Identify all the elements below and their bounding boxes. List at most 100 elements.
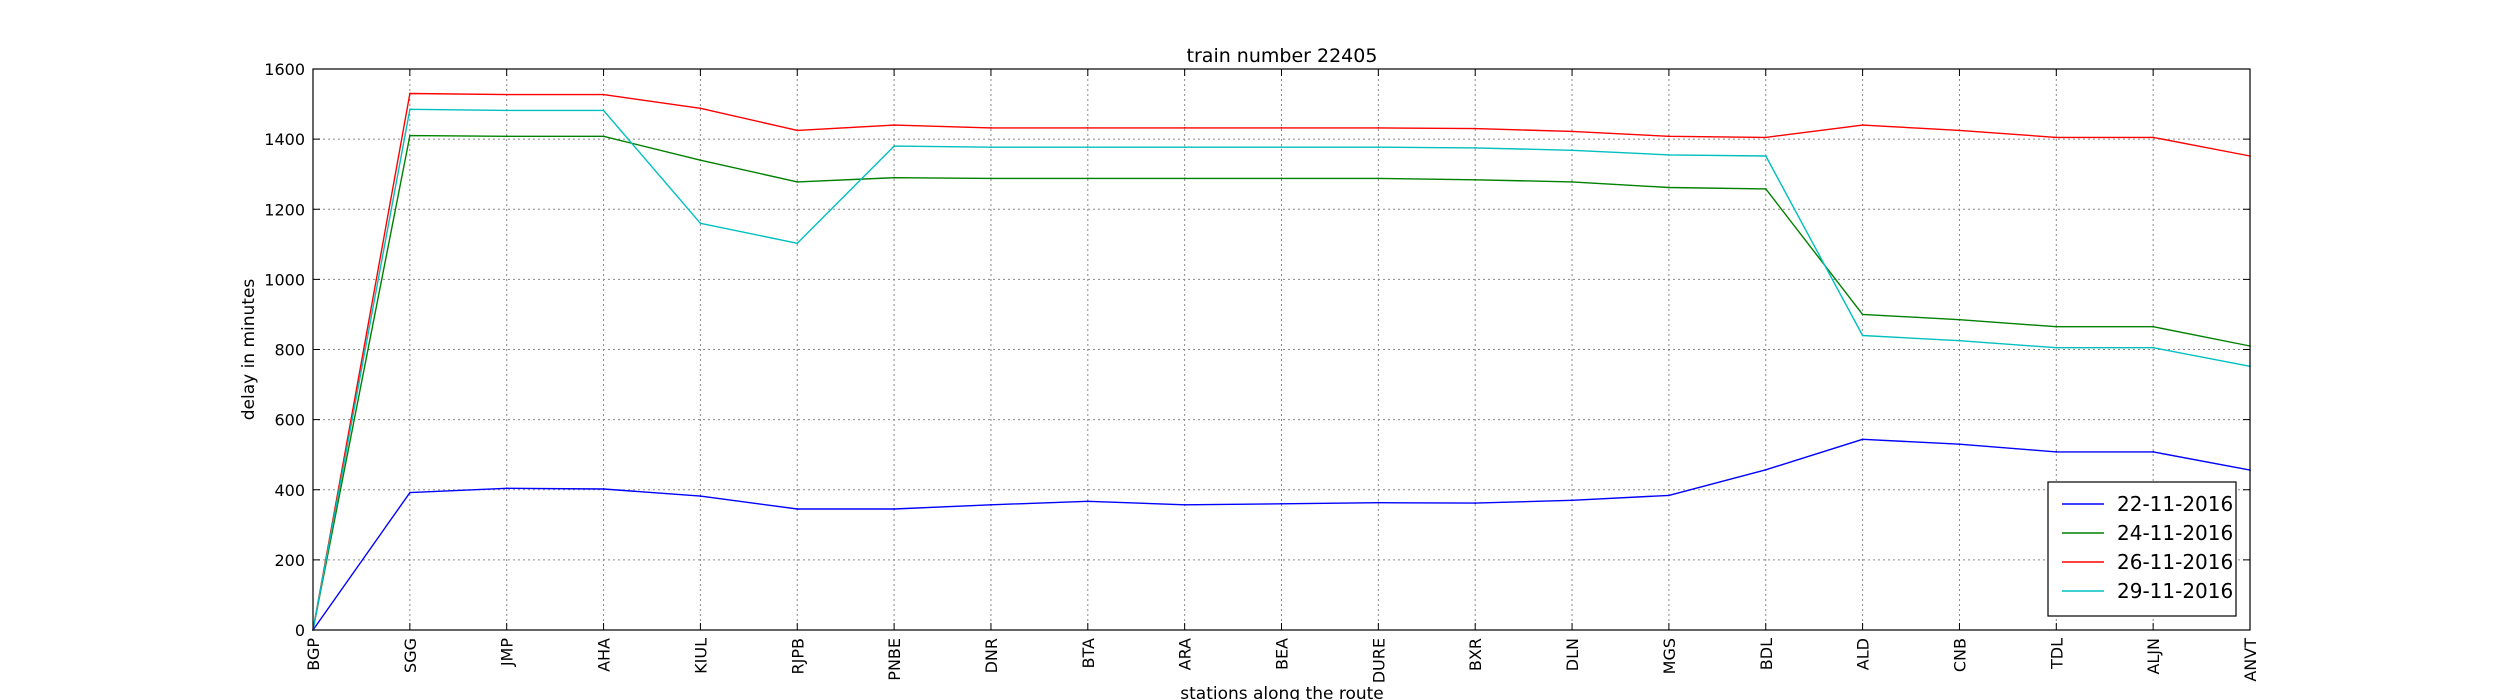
data-point (1764, 136, 1767, 139)
x-tick-label: PNBE (885, 638, 904, 681)
x-tick-label: DURE (1369, 638, 1388, 683)
x-tick-label: BGP (304, 638, 323, 671)
legend-entry: 22-11-2016 (2117, 492, 2233, 516)
data-point (1571, 130, 1573, 133)
data-point (602, 109, 605, 112)
data-point (1474, 147, 1477, 149)
data-point (1764, 188, 1767, 190)
data-point (1668, 494, 1670, 497)
data-point (1571, 181, 1573, 183)
data-point (1958, 443, 1961, 446)
data-point (2152, 346, 2155, 349)
x-tick-label: SGG (401, 638, 420, 673)
data-point (1571, 149, 1573, 152)
data-point (505, 135, 508, 138)
data-point (1861, 438, 1864, 441)
x-tick-label: JMP (498, 638, 517, 668)
data-point (1958, 129, 1961, 132)
y-tick-label: 200 (274, 551, 305, 570)
data-point (1861, 313, 1864, 316)
data-point (1280, 146, 1283, 149)
data-point (1764, 155, 1767, 157)
y-tick-label: 0 (295, 621, 305, 640)
data-point (1668, 154, 1670, 156)
data-point (990, 146, 992, 149)
y-tick-label: 600 (274, 411, 305, 430)
y-tick-label: 1200 (264, 200, 305, 219)
y-axis-label: delay in minutes (239, 279, 259, 421)
x-tick-label: BXR (1466, 638, 1485, 671)
data-point (1086, 146, 1089, 149)
data-point (2152, 325, 2155, 328)
x-tick-label: KIUL (691, 638, 710, 674)
x-tick-label: ARA (1176, 638, 1195, 670)
legend-entry: 24-11-2016 (2117, 521, 2233, 545)
data-point (796, 181, 799, 183)
x-tick-label: DLN (1563, 638, 1582, 671)
data-point (796, 508, 799, 510)
grid (313, 69, 2250, 630)
data-point (990, 177, 992, 180)
x-tick-label: TDL (2047, 638, 2066, 670)
data-point (699, 495, 702, 497)
data-point (1571, 499, 1573, 502)
data-point (1377, 501, 1380, 504)
data-point (602, 488, 605, 490)
y-tick-label: 1400 (264, 130, 305, 149)
data-point (409, 108, 411, 111)
data-point (1183, 127, 1186, 129)
chart-title: train number 22405 (1187, 45, 1378, 67)
data-point (796, 242, 799, 245)
data-point (699, 107, 702, 110)
data-point (2055, 136, 2058, 139)
data-point (2055, 451, 2058, 453)
data-point (1280, 127, 1283, 129)
y-tick-label: 1600 (264, 60, 305, 79)
data-point (893, 176, 895, 179)
y-tick-label: 400 (274, 481, 305, 500)
data-point (1183, 503, 1186, 506)
data-point (1377, 177, 1380, 180)
data-point (2055, 325, 2058, 328)
data-point (1086, 127, 1089, 129)
x-tick-label: DNR (982, 638, 1001, 673)
data-point (893, 124, 895, 126)
legend-entry: 26-11-2016 (2117, 550, 2233, 574)
data-point (699, 159, 702, 162)
data-point (602, 93, 605, 96)
data-point (409, 134, 411, 137)
x-tick-label: ALJN (2144, 638, 2163, 675)
x-tick-label: CNB (1950, 638, 1969, 672)
data-point (1764, 468, 1767, 471)
data-point (2152, 136, 2155, 139)
data-point (893, 145, 895, 148)
x-tick-label: MGS (1660, 638, 1679, 674)
data-point (1668, 135, 1670, 138)
x-tick-label: BDL (1757, 638, 1776, 670)
data-point (1474, 178, 1477, 181)
data-point (1377, 127, 1380, 129)
legend: 22-11-2016 24-11-2016 26-11-2016 29-11-2016 (2047, 481, 2237, 617)
data-point (505, 93, 508, 96)
x-tick-label: ANVT (2241, 638, 2260, 682)
data-point (1474, 502, 1477, 504)
data-point (893, 508, 895, 510)
data-point (1861, 124, 1864, 126)
data-point (1183, 177, 1186, 180)
data-point (409, 92, 411, 95)
data-point (1183, 146, 1186, 149)
data-point (505, 487, 508, 490)
y-tick-label: 800 (274, 341, 305, 360)
legend-entry: 29-11-2016 (2117, 579, 2233, 603)
data-point (699, 222, 702, 225)
data-point (1086, 500, 1089, 503)
x-tick-label: ALD (1854, 638, 1873, 670)
data-point (1280, 502, 1283, 505)
data-point (1861, 334, 1864, 337)
x-tick-label: RJPB (788, 638, 807, 674)
data-point (1668, 186, 1670, 189)
data-point (990, 127, 992, 129)
x-axis-ticks: BGP SGG JMP AHA KIUL RJPB PNBE DNR BTA ARA BEA DURE… (304, 69, 2260, 683)
data-point (1958, 318, 1961, 321)
